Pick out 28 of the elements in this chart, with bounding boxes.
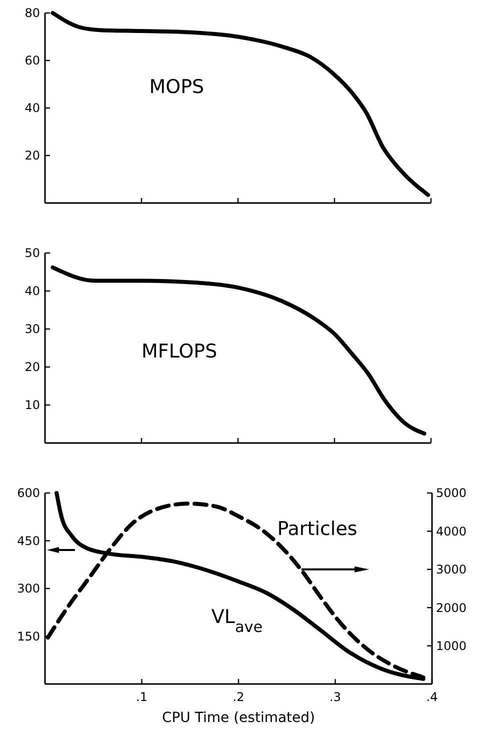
y-tick-label: 80 <box>24 6 40 20</box>
series-label: Particles <box>277 518 358 540</box>
y-tick-label: 50 <box>24 246 40 260</box>
x-tick-label: .3 <box>330 690 341 704</box>
y-tick-label: 60 <box>24 54 40 68</box>
text: MFLOPS <box>142 340 218 362</box>
line-series <box>50 265 426 436</box>
x-tick-label: .2 <box>232 690 244 704</box>
x-tick-label: .4 <box>426 690 438 704</box>
y-tick-label: 150 <box>17 629 40 644</box>
y-tick-label: 450 <box>17 534 40 548</box>
text: MOPS <box>149 76 204 98</box>
y-tick-label: 20 <box>24 360 40 374</box>
y2-tick-label: 3000 <box>436 562 467 577</box>
x-axis-title: CPU Time (estimated) <box>162 710 316 726</box>
y-tick-label: 40 <box>24 101 40 116</box>
y-tick-label: 10 <box>24 398 40 412</box>
y-tick-label: 40 <box>24 284 40 298</box>
y2-tick-label: 4000 <box>436 524 467 538</box>
y-tick-label: 20 <box>24 148 40 163</box>
y-tick-label: 600 <box>17 486 40 500</box>
y-tick-label: 30 <box>24 322 40 336</box>
series-label: VL$_{ave}$ <box>211 606 263 636</box>
x-tick-label: .1 <box>136 690 148 704</box>
y-tick-label: 300 <box>17 582 40 596</box>
y2-tick-label: 1000 <box>436 639 467 653</box>
y2-tick-label: 2000 <box>436 600 467 615</box>
y2-tick-label: 5000 <box>436 486 467 500</box>
